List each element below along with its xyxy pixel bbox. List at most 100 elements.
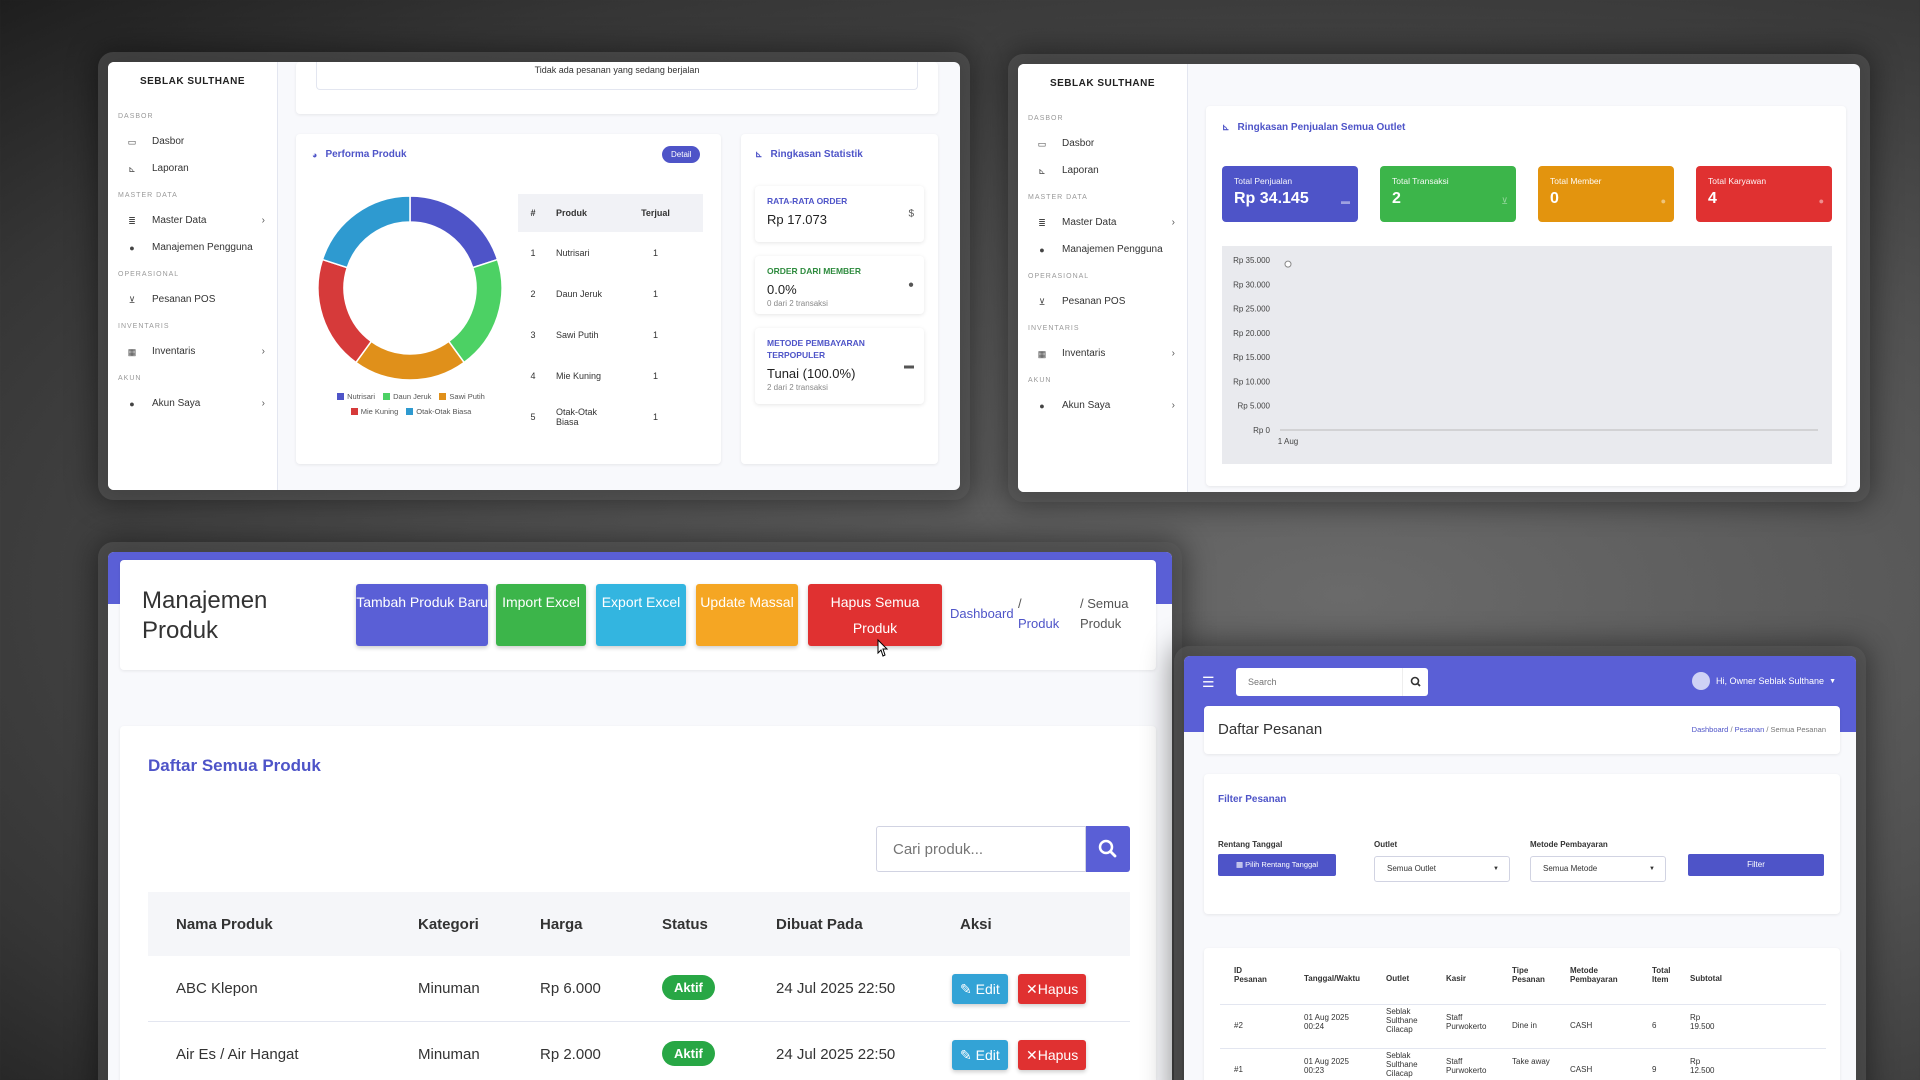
kpi-total-transaksi: Total Transaksi 2 ⊻ — [1380, 166, 1516, 222]
section-label: INVENTARIS — [1028, 325, 1080, 332]
table-row: Air Es / Air Hangat Minuman Rp 2.000 Akt… — [148, 1022, 1130, 1080]
cell: Seblak Sulthane Cilacap — [1386, 1051, 1418, 1078]
update-massal-button[interactable]: Update Massal — [696, 584, 798, 646]
filter-title: Filter Pesanan — [1218, 794, 1287, 805]
data-point[interactable] — [1284, 260, 1292, 268]
hamburger-icon[interactable]: ☰ — [1202, 674, 1215, 690]
pesanan-table-card: ID Pesanan Tanggal/Waktu Outlet Kasir Ti… — [1204, 948, 1840, 1080]
search-button[interactable] — [1402, 668, 1428, 696]
sidebar-item-laporan[interactable]: ⊾ Laporan — [108, 155, 277, 182]
breadcrumb-produk[interactable]: Produk — [1018, 616, 1060, 631]
cell: Nutrisari — [556, 247, 590, 258]
import-excel-button[interactable]: Import Excel — [496, 584, 586, 646]
outlet-select[interactable]: Semua Outlet ▼ — [1374, 856, 1510, 882]
sidebar-item-manajemen-pengguna[interactable]: ● Manajemen Pengguna — [108, 234, 277, 261]
sidebar-item-akun-saya[interactable]: ● Akun Saya › — [108, 390, 277, 417]
cell: 1 — [652, 329, 658, 340]
dashboard-screenshot-2: SEBLAK SULTHANE DASBOR ▭ Dasbor ⊾ Laporan … — [1018, 64, 1860, 492]
sidebar-item-inventaris[interactable]: ▦ Inventaris › — [108, 338, 277, 365]
hapus-semua-button[interactable]: Hapus Semua Produk — [808, 584, 942, 646]
money-icon: ▬ — [1341, 196, 1350, 206]
x-tick-label: 1 Aug — [1278, 437, 1298, 446]
search-input[interactable] — [1236, 668, 1402, 696]
nav-label: Dasbor — [152, 136, 185, 147]
legend-swatch — [383, 393, 391, 400]
user-circle-icon: ● — [129, 398, 135, 409]
cell: 5 — [530, 411, 536, 422]
cell-dibuat: 24 Jul 2025 22:50 — [776, 980, 896, 997]
cell: 1 — [652, 370, 658, 381]
sidebar-item-dasbor[interactable]: ▭ Dasbor — [108, 128, 277, 155]
metode-select[interactable]: Semua Metode ▼ — [1530, 856, 1666, 882]
chart-legend: Nutrisari Daun Jeruk Sawi Putih Mie Kuning O… — [336, 392, 486, 416]
performa-produk-card: ◕ Performa Produk Detail Nutrisari Daun Je… — [296, 134, 721, 464]
breadcrumb-dashboard[interactable]: Dashboard — [950, 606, 1014, 621]
donut-slice-1 — [447, 258, 503, 364]
hapus-label: Hapus — [1037, 1047, 1079, 1063]
pilih-rentang-button[interactable]: ▦ Pilih Rentang Tanggal — [1218, 854, 1336, 876]
rentang-label: Rentang Tanggal — [1218, 840, 1283, 849]
title-text: Ringkasan Penjualan Semua Outlet — [1237, 122, 1406, 133]
th-harga: Harga — [540, 916, 583, 933]
sidebar-item-pesanan-pos[interactable]: ⊻ Pesanan POS — [1018, 288, 1187, 315]
kpi-label: Total Member — [1550, 176, 1602, 186]
filter-button[interactable]: Filter — [1688, 854, 1824, 876]
database-icon: ≣ — [128, 215, 136, 226]
chevron-right-icon: › — [261, 398, 265, 409]
search-input[interactable] — [876, 826, 1086, 872]
chart-background — [1222, 246, 1832, 464]
export-excel-button[interactable]: Export Excel — [596, 584, 686, 646]
sidebar-item-manajemen-pengguna[interactable]: ● Manajemen Pengguna — [1018, 236, 1187, 263]
hapus-button[interactable]: ✕Hapus — [1018, 974, 1087, 1004]
tambah-produk-button[interactable]: Tambah Produk Baru — [356, 584, 488, 646]
breadcrumb-dashboard[interactable]: Dashboard — [1691, 725, 1729, 734]
hapus-button[interactable]: ✕Hapus — [1018, 1040, 1087, 1070]
outlet-label: Outlet — [1374, 840, 1398, 849]
y-tick-label: Rp 5.000 — [1238, 402, 1271, 411]
cell: 9 — [1652, 1065, 1657, 1074]
chart-icon: ⊾ — [128, 163, 136, 174]
legend-label: Sawi Putih — [449, 392, 485, 401]
cell: Take away — [1512, 1057, 1550, 1066]
kpi-value: 2 — [1392, 190, 1401, 207]
table-header: ID Pesanan Tanggal/Waktu Outlet Kasir Ti… — [1220, 966, 1826, 1000]
breadcrumb-pesanan[interactable]: Pesanan — [1734, 725, 1765, 734]
sidebar-item-laporan[interactable]: ⊾ Laporan — [1018, 157, 1187, 184]
stat-sub: 2 dari 2 transaksi — [767, 382, 828, 392]
produk-screenshot: Manajemen Produk Tambah Produk Baru Impo… — [108, 552, 1172, 1080]
edit-button[interactable]: ✎ Edit — [952, 974, 1008, 1004]
boxes-icon: ▦ — [1037, 348, 1047, 359]
user-circle-icon: ● — [1039, 400, 1045, 411]
sidebar-item-akun-saya[interactable]: ● Akun Saya › — [1018, 392, 1187, 419]
sidebar-item-master-data[interactable]: ≣ Master Data › — [1018, 209, 1187, 236]
cell: Staff Purwokerto — [1446, 1013, 1487, 1031]
sidebar-item-dasbor[interactable]: ▭ Dasbor — [1018, 130, 1187, 157]
y-tick-label: Rp 25.000 — [1233, 305, 1270, 314]
kpi-value: 0 — [1550, 190, 1559, 207]
kpi-label: Total Transaksi — [1392, 176, 1449, 186]
brand-logo: SEBLAK SULTHANE — [1049, 78, 1156, 89]
detail-button[interactable]: Detail — [662, 146, 701, 163]
th-terjual: Terjual — [641, 208, 670, 218]
nav-label: Laporan — [1062, 165, 1099, 176]
cell-harga: Rp 2.000 — [540, 1046, 601, 1063]
kpi-label: Total Karyawan — [1708, 176, 1767, 186]
credit-card-icon: ▬ — [904, 360, 914, 372]
section-label: DASBOR — [118, 113, 154, 120]
legend-label: Daun Jeruk — [393, 392, 432, 401]
sidebar-item-pesanan-pos[interactable]: ⊻ Pesanan POS — [108, 286, 277, 313]
sidebar-item-master-data[interactable]: ≣ Master Data › — [108, 207, 277, 234]
sidebar-item-inventaris[interactable]: ▦ Inventaris › — [1018, 340, 1187, 367]
stat-metode: METODE PEMBAYARAN TERPOPULER Tunai (100.0… — [755, 328, 924, 404]
breadcrumb-sep: / — [1018, 596, 1022, 611]
search-button[interactable] — [1086, 826, 1130, 872]
page-header-card: Manajemen Produk Tambah Produk Baru Impo… — [120, 560, 1156, 670]
legend-item: Mie Kuning — [350, 407, 398, 416]
cell: Mie Kuning — [556, 370, 602, 381]
breadcrumb-semua: Semua Pesanan — [1770, 725, 1826, 734]
nav-label: Laporan — [152, 163, 189, 174]
edit-button[interactable]: ✎ Edit — [952, 1040, 1008, 1070]
dashboard-icon: ▭ — [127, 136, 137, 147]
user-menu[interactable]: Hi, Owner Seblak Sulthane ▼ — [1692, 672, 1836, 690]
sales-line-chart: Rp 35.000 Rp 30.000 Rp 25.000 Rp 20.000 Rp 1… — [1222, 246, 1832, 464]
